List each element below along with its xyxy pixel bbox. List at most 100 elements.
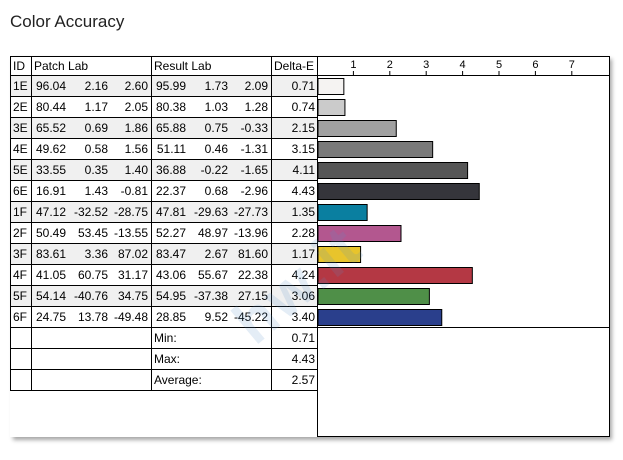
table-row: 5F 54.14 -40.76 34.75 54.95 -37.38 27.15 3.06 xyxy=(10,285,318,307)
lab-a: -37.38 xyxy=(193,289,228,303)
lab-b: -2.96 xyxy=(240,184,268,198)
delta-e-cell: 0.71 xyxy=(271,75,318,97)
header-result-lab: Result Lab xyxy=(151,56,272,76)
result-lab-cell: 65.88 0.75 -0.33 xyxy=(151,117,272,139)
delta-e-cell: 1.17 xyxy=(271,243,318,265)
lab-b: 31.17 xyxy=(117,268,148,282)
lab-l: 24.75 xyxy=(35,310,66,324)
row-id: 6E xyxy=(10,180,32,202)
table-row: 6E 16.91 1.43 -0.81 22.37 0.68 -2.96 4.43 xyxy=(10,180,318,202)
lab-b: 27.15 xyxy=(237,289,268,303)
lab-a: 0.75 xyxy=(204,121,228,135)
table-row: 2E 80.44 1.17 2.05 80.38 1.03 1.28 0.74 xyxy=(10,96,318,118)
table-row: 4E 49.62 0.58 1.56 51.11 0.46 -1.31 3.15 xyxy=(10,138,318,160)
result-lab-cell: 28.85 9.52 -45.22 xyxy=(151,306,272,328)
lab-b: 1.56 xyxy=(124,142,148,156)
lab-l: 43.06 xyxy=(155,268,186,282)
lab-l: 65.52 xyxy=(35,121,66,135)
header-delta-e: Delta-E xyxy=(271,56,318,76)
result-lab-cell: 80.38 1.03 1.28 xyxy=(151,96,272,118)
lab-a: 0.35 xyxy=(84,163,108,177)
lab-l: 28.85 xyxy=(155,310,186,324)
lab-a: 1.73 xyxy=(204,79,228,93)
lab-b: 1.28 xyxy=(244,100,268,114)
lab-l: 80.44 xyxy=(35,100,66,114)
color-accuracy-table: ID Patch Lab Result Lab Delta-E 1E 96.04 2.16 2… xyxy=(10,56,318,391)
lab-a: 0.69 xyxy=(84,121,108,135)
lab-b: 87.02 xyxy=(117,247,148,261)
x-tick-label: 6 xyxy=(532,59,538,71)
row-id: 5F xyxy=(10,285,32,307)
lab-l: 36.88 xyxy=(155,163,186,177)
bar-6f xyxy=(317,309,443,326)
delta-e-cell: 4.11 xyxy=(271,159,318,181)
table-row: 3E 65.52 0.69 1.86 65.88 0.75 -0.33 2.15 xyxy=(10,117,318,139)
lab-a: 2.67 xyxy=(204,247,228,261)
lab-b: 2.60 xyxy=(124,79,148,93)
lab-b: -27.73 xyxy=(233,205,268,219)
lab-l: 95.99 xyxy=(155,79,186,93)
delta-e-cell: 4.43 xyxy=(271,180,318,202)
lab-a: 60.75 xyxy=(77,268,108,282)
delta-e-cell: 2.15 xyxy=(271,117,318,139)
lab-l: 47.12 xyxy=(35,205,66,219)
lab-l: 22.37 xyxy=(155,184,186,198)
lab-a: 1.17 xyxy=(84,100,108,114)
row-id: 6F xyxy=(10,306,32,328)
delta-e-bar-chart: 1 2 3 4 5 6 7 xyxy=(317,56,610,437)
lab-a: 3.36 xyxy=(84,247,108,261)
x-tick-label: 4 xyxy=(460,59,466,71)
summary-row: Max: 4.43 xyxy=(10,348,318,370)
lab-b: 34.75 xyxy=(117,289,148,303)
lab-a: -0.22 xyxy=(200,163,228,177)
lab-l: 41.05 xyxy=(35,268,66,282)
result-lab-cell: 36.88 -0.22 -1.65 xyxy=(151,159,272,181)
bar-3f xyxy=(317,246,362,263)
patch-lab-cell: 54.14 -40.76 34.75 xyxy=(31,285,152,307)
lab-l: 50.49 xyxy=(35,226,66,240)
lab-a: -40.76 xyxy=(73,289,108,303)
table-row: 5E 33.55 0.35 1.40 36.88 -0.22 -1.65 4.11 xyxy=(10,159,318,181)
lab-a: 55.67 xyxy=(197,268,228,282)
lab-b: 1.40 xyxy=(124,163,148,177)
result-lab-cell: 95.99 1.73 2.09 xyxy=(151,75,272,97)
lab-a: -32.52 xyxy=(73,205,108,219)
lab-b: -0.81 xyxy=(120,184,148,198)
lab-a: 1.03 xyxy=(204,100,228,114)
row-id: 5E xyxy=(10,159,32,181)
lab-l: 33.55 xyxy=(35,163,66,177)
summary-label: Max: xyxy=(151,348,272,370)
chart-frame xyxy=(317,56,610,437)
bar-5f xyxy=(317,288,430,305)
lab-l: 54.95 xyxy=(155,289,186,303)
lab-a: 53.45 xyxy=(77,226,108,240)
table-row: 2F 50.49 53.45 -13.55 52.27 48.97 -13.96 2.28 xyxy=(10,222,318,244)
bar-2f xyxy=(317,225,402,242)
table-row: 3F 83.61 3.36 87.02 83.47 2.67 81.60 1.17 xyxy=(10,243,318,265)
table-header-row: ID Patch Lab Result Lab Delta-E xyxy=(10,56,318,76)
result-lab-cell: 51.11 0.46 -1.31 xyxy=(151,138,272,160)
patch-lab-cell: 41.05 60.75 31.17 xyxy=(31,264,152,286)
lab-b: -13.55 xyxy=(113,226,148,240)
delta-e-cell: 1.35 xyxy=(271,201,318,223)
lab-b: -28.75 xyxy=(113,205,148,219)
lab-l: 65.88 xyxy=(155,121,186,135)
row-id: 3F xyxy=(10,243,32,265)
lab-b: -1.31 xyxy=(240,142,268,156)
row-id: 2F xyxy=(10,222,32,244)
table-row: 1F 47.12 -32.52 -28.75 47.81 -29.63 -27.73 1.35 xyxy=(10,201,318,223)
lab-b: 81.60 xyxy=(237,247,268,261)
lab-l: 54.14 xyxy=(35,289,66,303)
row-id: 4E xyxy=(10,138,32,160)
patch-lab-cell: 80.44 1.17 2.05 xyxy=(31,96,152,118)
result-lab-cell: 83.47 2.67 81.60 xyxy=(151,243,272,265)
lab-b: -49.48 xyxy=(113,310,148,324)
lab-l: 49.62 xyxy=(35,142,66,156)
lab-l: 51.11 xyxy=(156,142,186,156)
lab-a: 48.97 xyxy=(197,226,228,240)
lab-b: 22.38 xyxy=(237,268,268,282)
row-id: 1E xyxy=(10,75,32,97)
summary-empty-patch xyxy=(31,369,152,391)
bar-4f xyxy=(317,267,473,284)
row-id: 1F xyxy=(10,201,32,223)
